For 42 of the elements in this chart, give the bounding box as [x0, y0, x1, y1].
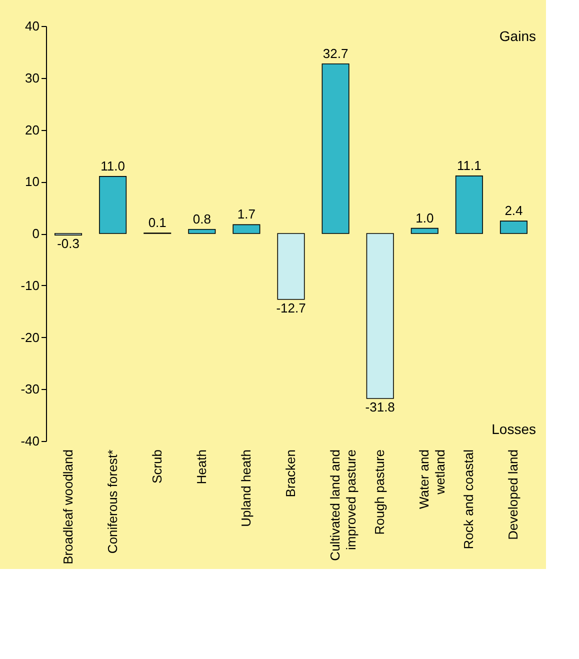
annotation: Gains [499, 28, 536, 44]
data-label: -12.7 [276, 300, 306, 316]
x-tick-label: Cultivated land and improved pasture [328, 450, 359, 561]
data-label: 1.0 [416, 210, 434, 226]
data-label: -31.8 [365, 399, 395, 414]
bar [455, 176, 483, 234]
bar [232, 224, 260, 234]
data-label: 0.8 [192, 211, 211, 226]
y-tick-label: 40 [25, 18, 40, 34]
x-tick-label: Rock and coastal [461, 449, 476, 550]
data-label: 2.4 [504, 203, 523, 218]
x-tick-label: Heath [194, 450, 209, 484]
y-tick-label: -10 [20, 278, 40, 293]
x-tick-label: Coniferous forest* [104, 450, 120, 554]
data-label: 1.7 [237, 206, 256, 222]
y-tick-label: 20 [25, 122, 40, 138]
y-tick-label: 10 [25, 174, 40, 190]
bar [277, 233, 305, 300]
bar [99, 176, 127, 234]
bar [322, 63, 350, 234]
y-tick-label: -30 [20, 382, 40, 397]
data-label: 11.0 [100, 158, 125, 174]
data-label: 32.7 [322, 46, 348, 61]
data-label: 11.1 [457, 158, 482, 173]
data-label: 0.1 [148, 214, 166, 230]
x-tick-label: Water and wetland [416, 450, 448, 509]
y-tick-label: 30 [25, 70, 40, 86]
y-tick-label: -40 [20, 434, 40, 448]
y-tick-label: -20 [20, 330, 40, 345]
bar [188, 228, 216, 234]
bar [410, 228, 438, 234]
x-tick-label: Upland heath [238, 450, 254, 527]
bar [366, 233, 394, 399]
y-tick-label: 0 [32, 226, 40, 241]
x-tick-label: Developed land [506, 450, 521, 540]
x-tick-label: Bracken [283, 450, 298, 498]
x-tick-label: Broadleaf woodland [60, 450, 76, 564]
x-tick-label: Scrub [149, 450, 164, 484]
data-label: -0.3 [57, 236, 80, 252]
annotation: Losses [492, 421, 536, 437]
bar [500, 220, 528, 234]
x-tick-label: Rough pasture [372, 450, 388, 535]
